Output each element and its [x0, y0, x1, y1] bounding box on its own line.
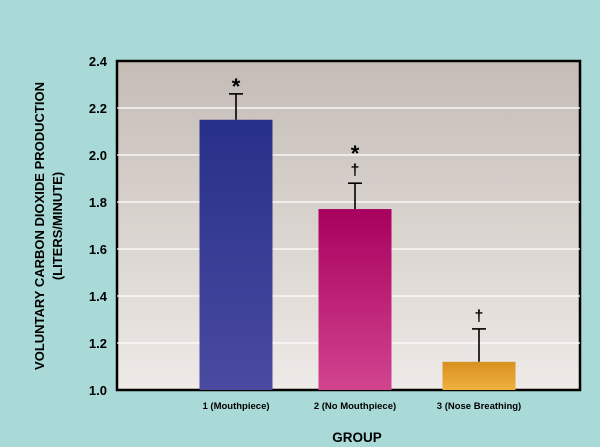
asterisk-marker: *: [232, 74, 241, 99]
dagger-marker: †: [351, 162, 360, 179]
y-tick-label: 1.6: [89, 242, 107, 257]
y-axis-label-line2: (LITERS/MINUTE): [50, 172, 65, 280]
y-ticks: 1.0 1.2 1.4 1.6 1.8 2.0 2.2 2.4: [89, 54, 108, 398]
y-tick-label: 2.0: [89, 148, 107, 163]
bar-group-1: [199, 119, 273, 390]
x-category-label: 3 (Nose Breathing): [437, 401, 521, 412]
y-tick-label: 2.4: [89, 54, 108, 69]
x-category-label: 1 (Mouthpiece): [202, 401, 269, 412]
x-axis-label: GROUP: [332, 430, 382, 445]
y-tick-label: 1.8: [89, 195, 107, 210]
x-categories: 1 (Mouthpiece) 2 (No Mouthpiece) 3 (Nose B…: [202, 401, 521, 412]
bar-group-2: [318, 209, 392, 390]
y-axis-label-line1: VOLUNTARY CARBON DIOXIDE PRODUCTION: [32, 82, 47, 370]
bars: *†*†: [199, 74, 516, 390]
bar-group-3: [442, 361, 516, 390]
x-category-label: 2 (No Mouthpiece): [314, 401, 396, 412]
y-tick-label: 2.2: [89, 101, 107, 116]
y-tick-label: 1.4: [89, 289, 108, 304]
grid: [117, 107, 580, 344]
y-tick-label: 1.0: [89, 383, 107, 398]
asterisk-marker: *: [351, 141, 360, 166]
y-tick-label: 1.2: [89, 336, 107, 351]
dagger-marker: †: [475, 308, 484, 325]
